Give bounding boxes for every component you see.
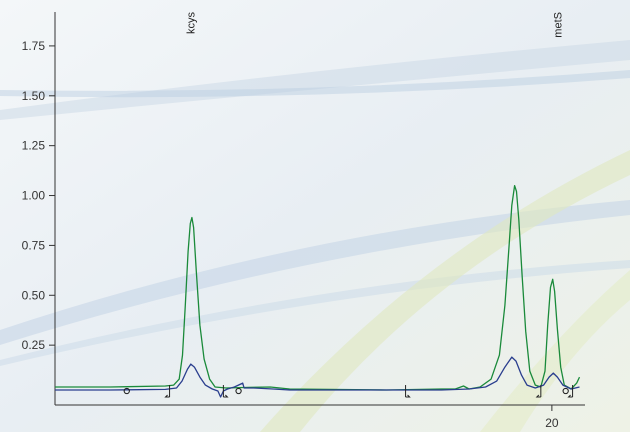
y-tick-label: 1.25 <box>22 139 46 153</box>
y-tick-label: 0.25 <box>22 338 46 352</box>
background-swoosh <box>0 260 630 366</box>
background-swoosh <box>260 150 630 432</box>
background-swoosh <box>0 70 630 98</box>
peak-label: metS <box>552 12 564 38</box>
background-swoosh <box>0 40 630 120</box>
integration-arrow <box>405 394 411 398</box>
x-tick-label: 20 <box>545 416 559 430</box>
axes: 0.25 0.50 0.75 1.00 1.25 1.50 1.75 20 <box>22 12 585 430</box>
integration-arrow <box>223 394 229 398</box>
integration-arrow <box>535 394 541 398</box>
background-swoosh <box>480 270 630 432</box>
y-tick-label: 0.75 <box>22 238 46 252</box>
labels-layer: kcys metS <box>185 12 564 38</box>
integration-arrow <box>164 394 170 398</box>
integration-arrow <box>567 394 573 398</box>
integration-start-marker <box>562 387 569 395</box>
y-tick-label: 1.75 <box>22 39 46 53</box>
peak-label: kcys <box>185 12 197 35</box>
y-tick-label: 1.50 <box>22 89 46 103</box>
background-swoosh <box>0 200 630 345</box>
markers-layer <box>123 385 574 398</box>
integration-start-marker <box>235 387 242 395</box>
integration-start-marker <box>123 387 130 395</box>
y-tick-label: 0.50 <box>22 288 46 302</box>
y-tick-label: 1.00 <box>22 189 46 203</box>
